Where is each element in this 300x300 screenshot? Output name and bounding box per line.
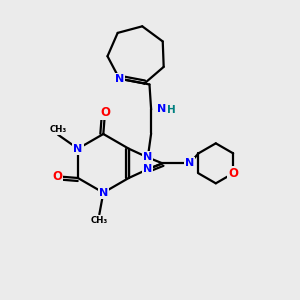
Text: CH₃: CH₃ [91, 216, 108, 225]
Text: N: N [115, 74, 124, 84]
Text: O: O [100, 106, 110, 119]
Text: O: O [228, 167, 238, 180]
Text: N: N [99, 188, 108, 198]
Text: CH₃: CH₃ [49, 125, 67, 134]
Text: H: H [167, 105, 176, 115]
Text: N: N [143, 152, 152, 163]
Text: N: N [143, 164, 152, 174]
Text: N: N [157, 104, 166, 115]
Text: N: N [73, 144, 83, 154]
Text: N: N [185, 158, 194, 168]
Text: O: O [52, 170, 62, 183]
